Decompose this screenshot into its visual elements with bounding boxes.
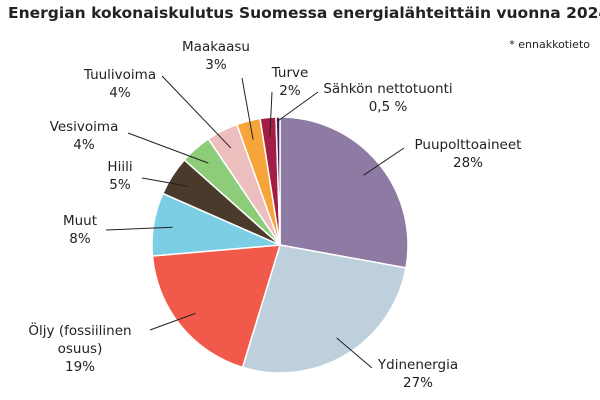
leader-line <box>149 312 196 331</box>
slice-label: Ydinenergia 27% <box>363 356 473 392</box>
category-label: Hiili <box>107 159 133 175</box>
value-label: 27% <box>402 375 433 391</box>
leader-line <box>141 177 189 187</box>
category-label: Sähkön nettotuonti <box>323 81 453 97</box>
pie-slice <box>241 244 407 374</box>
value-label: 2% <box>279 83 301 99</box>
value-label: 19% <box>64 359 95 375</box>
pie-slice <box>275 116 281 246</box>
slice-label: Hiili 5% <box>90 158 150 194</box>
pie-slice <box>279 116 409 269</box>
leader-line <box>241 77 254 140</box>
slice-label: Vesivoima 4% <box>34 118 134 154</box>
slice-label: Öljy (fossiilinen osuus) 19% <box>5 322 155 376</box>
category-label: Turve <box>271 65 309 81</box>
slice-label: Maakaasu 3% <box>166 38 266 74</box>
leader-line <box>336 337 373 369</box>
leader-line <box>127 132 209 164</box>
value-label: 3% <box>205 57 227 73</box>
leader-line <box>363 147 405 176</box>
slice-label: Puupolttoaineet 28% <box>398 136 538 172</box>
value-label: 4% <box>73 137 95 153</box>
pie-slice <box>151 244 282 369</box>
value-label: 4% <box>109 85 131 101</box>
category-label: Puupolttoaineet <box>414 137 522 153</box>
leader-line <box>161 75 232 149</box>
category-label: Vesivoima <box>49 119 119 135</box>
leader-line <box>105 226 173 231</box>
category-label: Maakaasu <box>182 39 250 55</box>
chart-title: Energian kokonaiskulutus Suomessa energi… <box>8 4 600 22</box>
value-label: 8% <box>69 231 91 247</box>
leader-line <box>269 91 273 137</box>
category-label: Muut <box>62 213 98 229</box>
slice-label: Tuulivoima 4% <box>70 66 170 102</box>
category-label: Tuulivoima <box>83 67 157 83</box>
slice-label: Muut 8% <box>50 212 110 248</box>
value-label: 28% <box>452 155 483 171</box>
slice-label: Turve 2% <box>260 64 320 100</box>
slice-label: Sähkön nettotuonti 0,5 % <box>313 80 463 116</box>
value-label: 0,5 % <box>368 99 408 115</box>
value-label: 5% <box>109 177 131 193</box>
category-label: Ydinenergia <box>377 357 459 373</box>
chart-note: * ennakkotieto <box>509 38 590 51</box>
leader-line <box>277 91 319 122</box>
category-label: Öljy (fossiilinen osuus) <box>28 323 132 357</box>
